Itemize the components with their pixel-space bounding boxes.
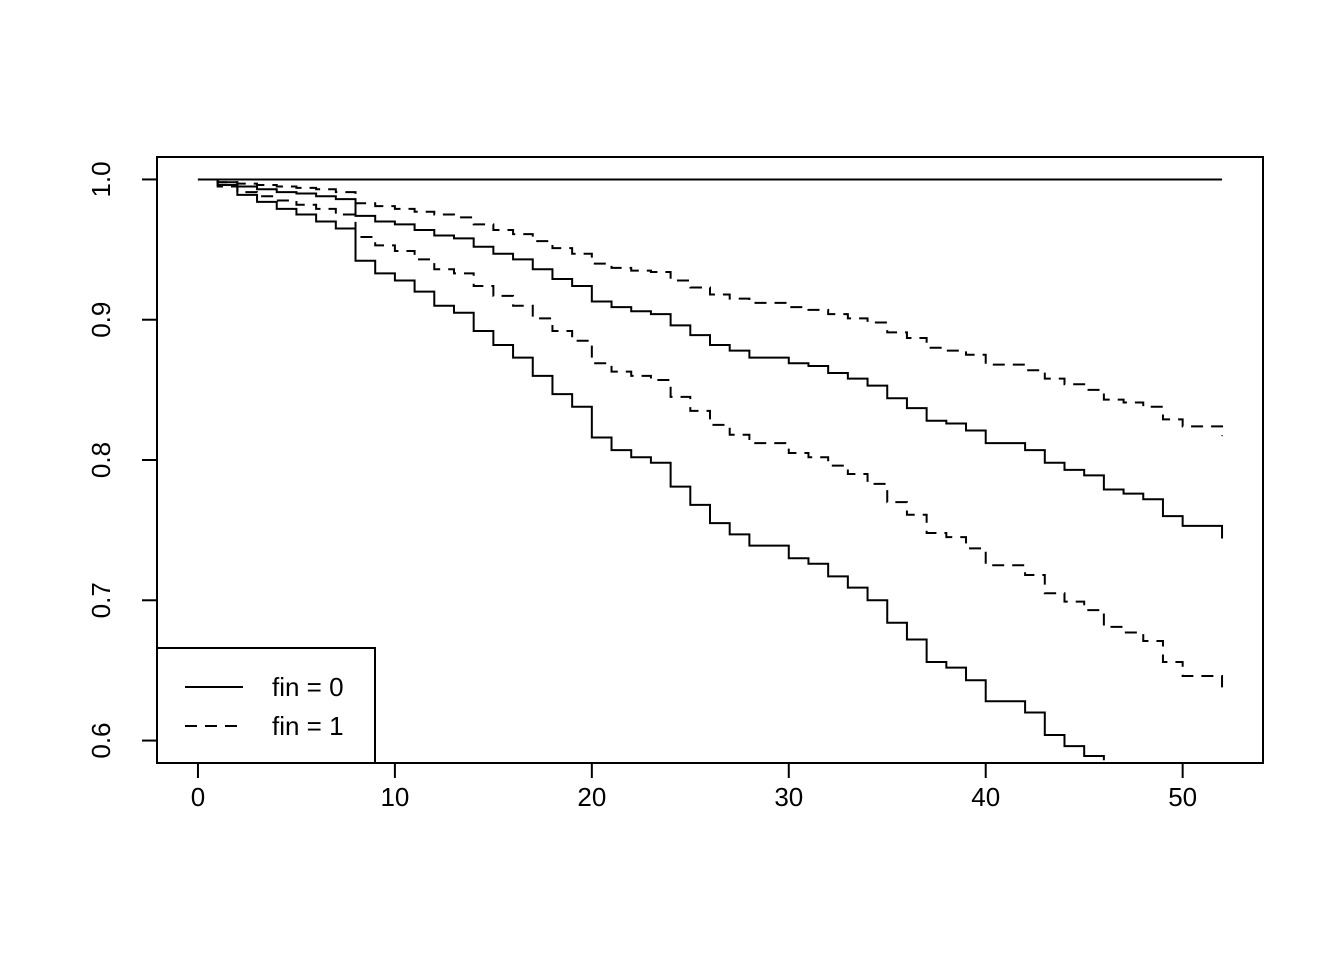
y-tick-label: 1.0 xyxy=(86,161,116,197)
y-tick-label: 0.8 xyxy=(86,442,116,478)
plot-area xyxy=(197,178,1224,761)
x-tick-label: 30 xyxy=(774,782,803,812)
plot-frame xyxy=(156,156,1264,764)
x-tick-label: 10 xyxy=(380,782,409,812)
x-tick-label: 0 xyxy=(191,782,205,812)
legend-label: fin = 0 xyxy=(272,672,344,702)
survival-curve xyxy=(197,178,1224,437)
x-tick-label: 50 xyxy=(1168,782,1197,812)
y-tick-label: 0.6 xyxy=(86,722,116,758)
survival-curve xyxy=(197,178,1224,539)
legend-label: fin = 1 xyxy=(272,711,344,741)
survival-curve xyxy=(197,178,1224,692)
y-tick-label: 0.7 xyxy=(86,582,116,618)
y-tick-label: 0.9 xyxy=(86,302,116,338)
x-tick-label: 40 xyxy=(971,782,1000,812)
legend-box xyxy=(156,647,376,764)
x-tick-label: 20 xyxy=(577,782,606,812)
